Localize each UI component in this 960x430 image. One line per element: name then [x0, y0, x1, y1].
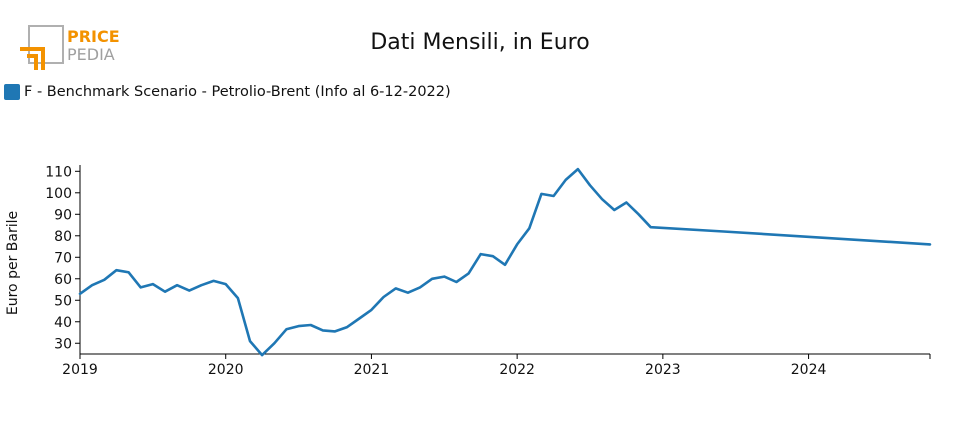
y-tick-label: 40 — [54, 315, 72, 331]
chart-title: Dati Mensili, in Euro — [370, 30, 590, 55]
y-tick-label: 100 — [45, 186, 72, 202]
y-tick-label: 60 — [54, 272, 72, 288]
legend-swatch — [4, 84, 20, 100]
y-tick-label: 30 — [54, 336, 72, 352]
x-tick-label: 2023 — [645, 362, 681, 378]
logo-frame — [28, 25, 64, 64]
x-tick-label: 2019 — [62, 362, 98, 378]
x-tick-label: 2021 — [354, 362, 390, 378]
y-tick-label: 90 — [54, 207, 72, 223]
y-tick-label: 110 — [45, 164, 72, 180]
pricepedia-logo: PRICE PEDIA — [20, 25, 120, 70]
series-line — [78, 167, 932, 357]
legend-series-label: F - Benchmark Scenario - Petrolio-Brent … — [24, 84, 451, 100]
y-axis-title: Euro per Barile — [5, 211, 21, 315]
chart-legend: F - Benchmark Scenario - Petrolio-Brent … — [4, 84, 451, 100]
logo-text-pedia: PEDIA — [67, 45, 115, 64]
y-tick-label: 80 — [54, 229, 72, 245]
x-tick-label: 2020 — [208, 362, 244, 378]
y-tick-label: 70 — [54, 250, 72, 266]
series-layer — [78, 167, 932, 357]
y-tick-label: 50 — [54, 293, 72, 309]
x-tick-label: 2024 — [791, 362, 827, 378]
x-tick-label: 2022 — [499, 362, 535, 378]
x-axis: 2019 2020 2021 2022 2023 2024 — [62, 353, 931, 378]
logo-text-price: PRICE — [67, 27, 120, 46]
logo-mark-outer — [20, 47, 45, 70]
logo-mark-inner — [27, 54, 38, 70]
y-axis: 30 40 50 60 70 80 90 100 110 — [45, 164, 81, 354]
